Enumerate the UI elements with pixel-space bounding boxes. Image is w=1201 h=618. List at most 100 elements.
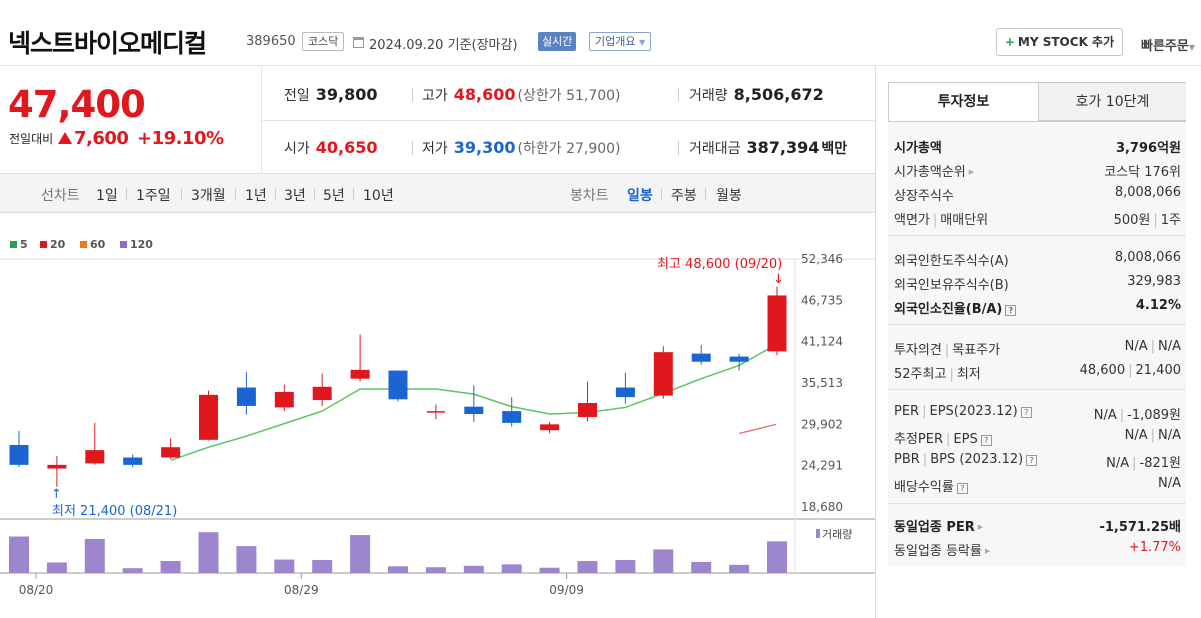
dropdown-arrow-icon: ▼ [1188,43,1195,52]
candle-body [199,394,218,440]
x-tick-label: 08/29 [284,583,319,597]
info-row-dividend: 배당수익률? N/A [894,476,1181,495]
period-1y[interactable]: 1년 [245,188,267,204]
ma-legend-label: 120 [130,238,153,251]
volume-bar [198,532,219,573]
candle-body [578,402,597,417]
ma-legend-label: 5 [20,238,28,251]
info-row-estimated-per: 추정PER | EPS? N/A | N/A [894,428,1181,447]
y-tick-label: 24,291 [801,459,843,473]
info-row-sector-per[interactable]: 동일업종 PER ▶ -1,571.25배 [894,520,1181,535]
high-price: 고가 48,600 (상한가 51,700) [422,85,621,104]
ma-legend-swatch [80,241,87,248]
volume-legend-swatch [816,529,820,538]
period-3y[interactable]: 3년 [284,188,306,204]
my-stock-add-button[interactable]: + MY STOCK 추가 [996,28,1123,56]
candle-body [767,295,787,352]
info-row-shares: 상장주식수 8,008,066 [894,185,1181,204]
volume-bar [312,560,333,573]
ma20-line [738,423,777,435]
high-annotation: 최고 48,600 (09/20) [657,257,782,272]
info-row-per: PER | EPS(2023.12)? N/A | -1,089원 [894,404,1181,423]
y-tick-label: 41,124 [801,335,843,349]
trading-amount: 거래대금 387,394 백만 [689,138,848,157]
y-tick-label: 18,680 [801,500,843,514]
realtime-button[interactable]: 실시간 [538,32,577,51]
help-icon[interactable]: ? [956,483,968,494]
candlestick-chart[interactable]: 5 20 60 120 52,346 46,735 41,124 35,513 29,902 24… [0,213,875,618]
volume-bar [84,538,105,573]
info-row-opinion: 투자의견 | 목표주가 N/A | N/A [894,339,1181,358]
period-3m[interactable]: 3개월 [191,188,226,204]
volume-bar [46,562,67,573]
stock-header: 넥스트바이오메디컬 389650 코스닥 2024.09.20 기준(장마감) … [0,0,1201,66]
candle-daily[interactable]: 일봉 [627,188,653,204]
low-price: 저가 39,300 (하한가 27,900) [422,138,621,157]
candle-monthly[interactable]: 월봉 [716,188,742,204]
tab-order-book[interactable]: 호가 10단계 [1038,83,1186,121]
candle-body [540,424,560,431]
y-tick-label: 29,902 [801,417,843,431]
volume-bar [539,567,560,573]
plus-icon: + [1004,35,1015,49]
ma-legend-label: 20 [50,238,66,251]
info-row-52w: 52주최고 | 최저 48,600 | 21,400 [894,363,1181,382]
low-annotation: 최저 21,400 (08/21) [52,504,177,519]
help-icon[interactable]: ? [1026,455,1038,466]
volume-bar [122,568,143,573]
info-row-foreign-rate: 외국인소진율(B/A)? 4.12% [894,298,1181,317]
y-tick-label: 52,346 [801,252,843,266]
period-1w[interactable]: 1주일 [136,188,171,204]
volume-bar [236,546,257,573]
candle-body [85,450,105,464]
market-badge: 코스닥 [302,32,345,51]
candle-body [615,387,635,398]
calendar-icon [353,37,364,48]
candle-body [653,352,673,396]
volume-bar [501,564,522,573]
x-tick-label: 09/09 [549,583,584,597]
info-row-market-cap: 시가총액 3,796억원 [894,141,1181,156]
volume-bar [350,535,371,573]
volume-bar [691,561,712,573]
candle-body [47,464,67,469]
candle-body [161,447,181,458]
current-price: 47,400 [8,83,146,126]
help-icon[interactable]: ? [980,435,992,446]
ma-legend-label: 60 [90,238,106,251]
help-icon[interactable]: ? [1005,305,1017,316]
line-chart-label: 선차트 [41,188,80,204]
info-row-rank[interactable]: 시가총액순위 ▶ 코스닥 176위 [894,165,1181,180]
low-arrow-icon: ↑ [51,487,62,502]
price-summary: 47,400 전일대비 7,600 +19.10% 전일 39,800 고가 48,… [0,66,875,174]
info-row-sector-rate[interactable]: 동일업종 등락률 ▶ +1.77% [894,540,1181,559]
volume-bar [615,560,636,573]
ma-legend-swatch [40,241,47,248]
info-row-foreign-limit: 외국인한도주식수(A) 8,008,066 [894,250,1181,269]
invest-info-panel: 시가총액 3,796억원 시가총액순위 ▶ 코스닥 176위 상장주식수 8,008,0… [888,122,1186,566]
volume-bar [577,561,598,573]
period-1d[interactable]: 1일 [96,188,118,204]
open-price: 시가 40,650 [284,138,378,157]
change-value: 7,600 [58,128,129,149]
candle-body [729,356,749,362]
change-label: 전일대비 [9,132,54,146]
candle-body [274,391,294,408]
arrow-right-icon: ▶ [984,547,991,555]
company-overview-button[interactable]: 기업개요 ▼ [589,32,652,51]
period-5y[interactable]: 5년 [323,188,345,204]
candle-body [9,444,29,465]
help-icon[interactable]: ? [1020,407,1032,418]
period-10y[interactable]: 10년 [363,188,394,204]
stock-name: 넥스트바이오메디컬 [8,29,207,58]
ma-legend-swatch [10,241,17,248]
high-arrow-icon: ↓ [773,272,784,287]
arrow-right-icon: ▶ [968,168,975,176]
candle-body [502,411,522,423]
candle-body [312,386,332,401]
info-tabs: 투자정보 호가 10단계 [888,82,1186,122]
quick-order-button[interactable]: 빠른주문▼ [1141,39,1195,54]
candle-weekly[interactable]: 주봉 [671,188,697,204]
info-row-face-value: 액면가 | 매매단위 500원 | 1주 [894,213,1181,228]
tab-invest-info[interactable]: 투자정보 [889,83,1038,121]
